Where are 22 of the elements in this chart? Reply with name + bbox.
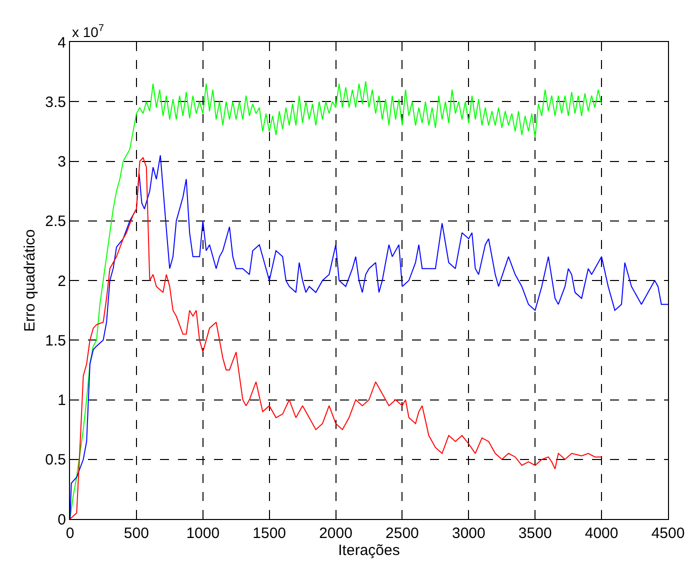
x-tick-label: 500 bbox=[124, 525, 149, 542]
y-tick-label: 3.5 bbox=[45, 94, 66, 111]
x-axis-title: Iterações bbox=[338, 542, 400, 559]
y-tick-label: 3 bbox=[58, 154, 66, 170]
x-tick-label: 4000 bbox=[584, 525, 618, 542]
x-tick-label: 3000 bbox=[452, 525, 486, 542]
x-tick-label: 4500 bbox=[651, 525, 685, 542]
x-tick-label: 1000 bbox=[186, 525, 220, 542]
y-axis-title: Erro quadrático bbox=[21, 229, 38, 332]
y-tick-label: 2.5 bbox=[45, 213, 66, 230]
y-tick-label: 0.5 bbox=[45, 452, 66, 469]
y-tick-label: 4 bbox=[58, 34, 66, 52]
line-series bbox=[70, 80, 602, 519]
y-tick-label: 0 bbox=[58, 511, 66, 528]
x-tick-label: 1500 bbox=[252, 525, 286, 542]
text: x 10$^{7}$ bbox=[72, 23, 104, 40]
y-tick-label: 2 bbox=[58, 272, 66, 290]
x-tick-label: 2000 bbox=[319, 525, 352, 542]
x-tick-label: 3500 bbox=[518, 525, 552, 542]
x-tick-label: 2500 bbox=[386, 525, 419, 542]
y-tick-label: 1.5 bbox=[45, 332, 66, 350]
y-tick-label: 1 bbox=[58, 392, 66, 409]
